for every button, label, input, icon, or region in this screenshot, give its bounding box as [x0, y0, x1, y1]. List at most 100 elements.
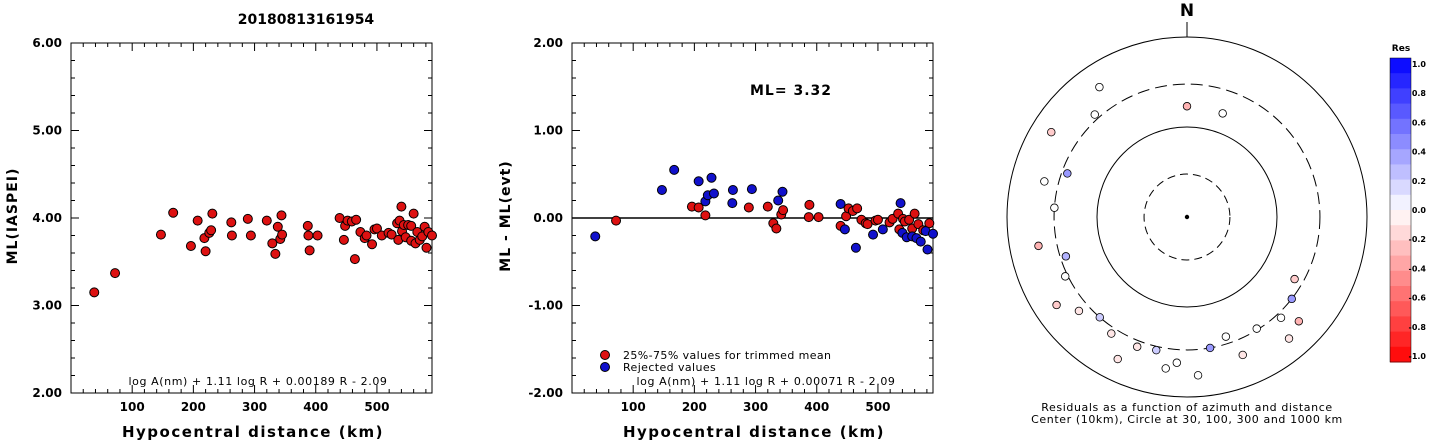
middle-point-1 — [850, 242, 861, 253]
middle-point-0 — [771, 223, 782, 234]
middle-point-1 — [727, 185, 738, 195]
left-point-0 — [185, 241, 196, 251]
station-marker — [1095, 313, 1104, 322]
colorbar-segment — [1390, 240, 1411, 257]
middle-point-1 — [693, 176, 704, 187]
colorbar-segment — [1390, 346, 1411, 363]
station-marker — [1161, 364, 1170, 373]
left-point-0 — [361, 230, 372, 241]
colorbar-tick-label: -0.8 — [1409, 323, 1427, 332]
colorbar-tick-label: -0.4 — [1409, 264, 1427, 273]
colorbar-title: Res — [1392, 44, 1410, 54]
colorbar-segment — [1390, 103, 1411, 120]
station-marker — [1047, 127, 1056, 137]
left-point-0 — [272, 221, 283, 232]
middle-point-1 — [773, 195, 784, 206]
left-xlabel: Hypocentral distance (km) — [122, 423, 384, 441]
station-marker — [1052, 300, 1061, 310]
ml-annotation: ML= 3.32 — [750, 83, 832, 99]
left-point-0 — [206, 225, 217, 236]
left-ytick-label: 6.00 — [32, 36, 62, 50]
middle-point-0 — [804, 199, 815, 210]
legend-label-rejected: Rejected values — [623, 361, 716, 374]
left-point-0 — [302, 220, 313, 231]
chart-left: ML(IASPEI) Hypocentral distance (km) log… — [5, 36, 437, 441]
station-marker — [1132, 342, 1142, 351]
left-point-0 — [226, 217, 237, 228]
middle-ytick-label: 2.00 — [533, 36, 563, 50]
colorbar-tick-label: -0.6 — [1409, 294, 1427, 303]
left-point-0 — [168, 207, 179, 218]
station-marker — [1221, 332, 1231, 341]
left-point-0 — [276, 210, 287, 221]
station-marker — [1205, 343, 1215, 353]
station-marker — [1182, 102, 1192, 111]
left-point-0 — [89, 287, 100, 298]
left-point-0 — [304, 245, 315, 256]
station-marker — [1152, 345, 1161, 355]
colorbar-segment — [1390, 149, 1411, 165]
middle-point-0 — [693, 202, 704, 213]
station-marker — [1238, 350, 1247, 360]
left-point-0 — [351, 214, 362, 225]
station-marker — [1063, 169, 1072, 178]
middle-formula: log A(nm) + 1.11 log R + 0.00071 R - 2.0… — [636, 375, 895, 388]
station-marker — [1113, 354, 1122, 364]
left-point-0 — [406, 220, 417, 231]
middle-ytick-label: 0.00 — [533, 211, 563, 225]
station-marker — [1095, 82, 1104, 92]
middle-point-1 — [777, 186, 788, 197]
left-ytick-label: 4.00 — [32, 211, 62, 225]
colorbar-segment — [1390, 270, 1411, 287]
left-point-0 — [155, 229, 166, 240]
middle-point-1 — [590, 231, 601, 242]
left-ytick-label: 2.00 — [32, 386, 62, 400]
middle-point-0 — [778, 205, 789, 216]
colorbar-segment — [1390, 179, 1411, 196]
station-marker — [1218, 109, 1227, 118]
colorbar-tick-label: 0.0 — [1412, 206, 1427, 215]
middle-point-1 — [669, 164, 680, 175]
left-point-0 — [371, 223, 382, 234]
station-marker — [1252, 324, 1261, 333]
middle-point-0 — [872, 214, 883, 225]
ring-300km — [1053, 83, 1321, 351]
middle-point-1 — [706, 172, 717, 183]
left-point-0 — [207, 208, 218, 219]
middle-point-0 — [813, 212, 824, 223]
left-ytick-label: 5.00 — [32, 124, 62, 138]
chart-middle: ML - ML(evt) Hypocentral distance (km) M… — [498, 36, 938, 441]
legend-marker-trimmed — [600, 350, 610, 360]
colorbar-segment — [1390, 164, 1411, 181]
ring-100km — [1096, 126, 1278, 308]
colorbar-segment — [1390, 118, 1411, 135]
left-point-0 — [267, 238, 278, 249]
left-point-0 — [303, 230, 314, 241]
left-ylabel: ML(IASPEI) — [5, 168, 21, 265]
station-marker — [1074, 306, 1084, 316]
left-point-0 — [338, 234, 349, 245]
middle-point-0 — [803, 212, 814, 223]
middle-xlabel: Hypocentral distance (km) — [623, 423, 885, 441]
page-title: 20180813161954 — [238, 12, 375, 28]
colorbar-segment — [1390, 316, 1411, 333]
legend-label-trimmed: 25%-75% values for trimmed mean — [623, 349, 831, 362]
left-point-0 — [192, 215, 203, 226]
middle-point-0 — [852, 203, 863, 214]
middle-xtick-label: 500 — [865, 400, 890, 414]
left-xtick-label: 300 — [242, 400, 267, 414]
station-marker — [1090, 110, 1099, 119]
colorbar-tick-label: 0.4 — [1412, 148, 1427, 157]
colorbar-segment — [1390, 134, 1411, 150]
center-dot — [1184, 214, 1190, 220]
station-marker — [1284, 334, 1294, 343]
azimuth-caption-1: Residuals as a function of azimuth and d… — [1041, 401, 1332, 414]
station-marker — [1290, 274, 1299, 284]
station-marker — [1172, 358, 1182, 367]
station-marker — [1061, 272, 1070, 281]
colorbar-segment — [1390, 301, 1411, 317]
left-point-0 — [421, 242, 432, 253]
station-marker — [1034, 241, 1043, 251]
colorbar-segment — [1390, 286, 1411, 302]
middle-point-1 — [877, 224, 888, 235]
